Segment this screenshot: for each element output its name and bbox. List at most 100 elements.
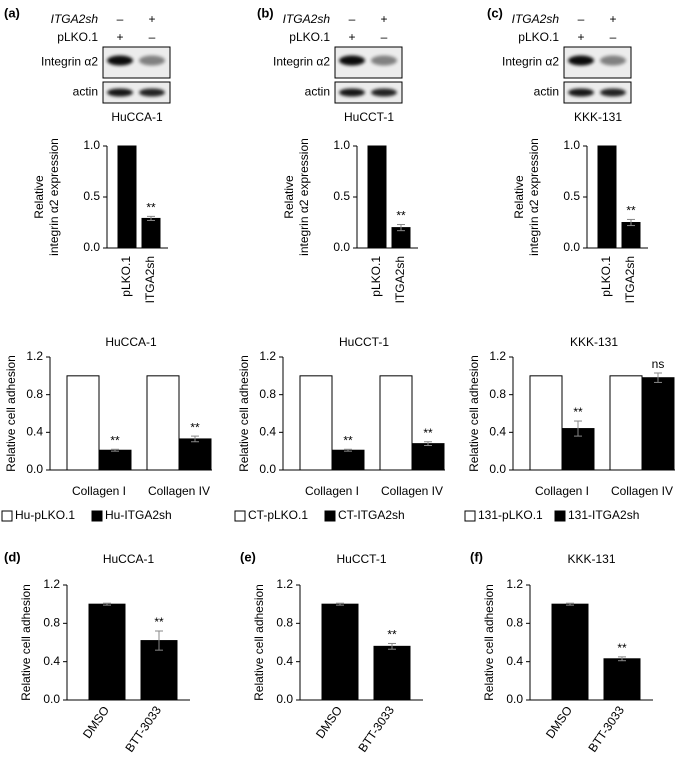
blot-row-label: ITGA2sh [512, 12, 560, 26]
blot-cell-line: KKK-131 [574, 110, 622, 124]
legend-label: CT-ITGA2sh [338, 508, 405, 522]
blot-lane-mark: – [610, 30, 617, 44]
blot-cell-line: HuCCA-1 [111, 110, 163, 124]
legend-label: Hu-ITGA2sh [105, 508, 172, 522]
y-tick-label: 0.0 [333, 240, 350, 254]
y-tick-label: 0.5 [83, 189, 100, 203]
chart-title: HuCCA-1 [103, 552, 155, 566]
bar [117, 145, 137, 249]
error-bar [424, 441, 432, 447]
y-tick-label: 0.4 [489, 425, 506, 439]
blot-band-label: actin [73, 85, 98, 99]
blot-band [339, 88, 365, 97]
legend-swatch [464, 510, 476, 522]
y-tick-label: 0.0 [43, 692, 60, 706]
annotation: ** [573, 405, 583, 419]
error-bar [111, 448, 119, 452]
x-tick-label: Collagen IV [381, 484, 443, 498]
error-bar [397, 224, 405, 232]
panel-label: (e) [240, 549, 256, 564]
blot-band [139, 88, 165, 97]
legend-swatch [1, 510, 13, 522]
error-bar [147, 215, 155, 221]
y-tick-label: 0.0 [506, 692, 523, 706]
x-tick-label: pLKO.1 [599, 256, 613, 297]
blot-lane-mark: – [381, 30, 388, 44]
y-tick-label: 0.0 [26, 462, 43, 476]
x-tick-label: ITGA2sh [393, 256, 407, 303]
bar [529, 375, 563, 471]
blot-row-label: ITGA2sh [51, 12, 99, 26]
blot-row-label: pLKO.1 [289, 30, 330, 44]
y-tick-label: 0.8 [259, 387, 276, 401]
error-bar [155, 630, 163, 651]
annotation: ** [190, 420, 200, 434]
blot-box [102, 81, 171, 104]
bar [641, 377, 675, 471]
blot-lane-mark: – [349, 12, 356, 26]
x-tick-label: BTT-3033 [122, 703, 164, 754]
blot-band [371, 88, 397, 97]
annotation: ** [146, 201, 156, 215]
error-bar [654, 372, 662, 383]
chart-title: HuCCT-1 [339, 335, 389, 349]
annotation: ** [343, 433, 353, 447]
blot-lane-mark: + [116, 30, 123, 44]
annotation: ** [617, 641, 627, 655]
blot-band [107, 55, 133, 66]
y-tick-label: 0.0 [259, 462, 276, 476]
bar [379, 375, 413, 471]
y-tick-label: 1.0 [563, 138, 580, 152]
legend-label: 131-ITGA2sh [568, 508, 639, 522]
blot-lane-mark: – [578, 12, 585, 26]
error-bar [618, 656, 626, 662]
blot-lane-mark: + [380, 12, 387, 26]
y-axis-label: Relative cell adhesion [252, 584, 266, 701]
bar [367, 145, 387, 249]
blot-cell-line: HuCCT-1 [344, 110, 394, 124]
blot-band-label: actin [305, 85, 330, 99]
error-bar [388, 642, 396, 650]
x-tick-label: Collagen I [72, 484, 126, 498]
error-bar [336, 602, 344, 606]
bar [609, 375, 643, 471]
y-axis-label: integrin α2 expression [47, 138, 61, 256]
bar [603, 658, 641, 701]
y-tick-label: 0.4 [276, 654, 293, 668]
chart-title: KKK-131 [567, 552, 615, 566]
x-tick-label: DMSO [313, 704, 345, 742]
blot-lane-mark: + [348, 30, 355, 44]
legend-label: CT-pLKO.1 [248, 508, 308, 522]
annotation: ** [387, 628, 397, 642]
blot-lane-mark: + [609, 12, 616, 26]
blot-box [563, 81, 632, 104]
error-bar [344, 448, 352, 452]
x-tick-label: ITGA2sh [623, 256, 637, 303]
panel-label: (b) [257, 5, 274, 20]
y-axis-label: Relative [282, 175, 296, 219]
blot-lane-mark: – [117, 12, 124, 26]
y-tick-label: 0.4 [506, 654, 523, 668]
bar [141, 217, 161, 249]
blot-band [600, 55, 626, 66]
error-bar [627, 218, 635, 227]
annotation: ns [652, 357, 665, 371]
y-tick-label: 0.0 [489, 462, 506, 476]
y-axis-label: Relative cell adhesion [19, 584, 33, 701]
y-tick-label: 1.2 [259, 349, 276, 363]
blot-box [334, 81, 403, 104]
y-axis-label: Relative cell adhesion [4, 355, 18, 472]
bar [597, 145, 617, 249]
legend-swatch [234, 510, 246, 522]
blot-band [339, 55, 365, 66]
bar [178, 438, 212, 471]
y-tick-label: 1.2 [506, 577, 523, 591]
bar [551, 603, 589, 701]
y-tick-label: 0.4 [43, 654, 60, 668]
y-tick-label: 0.8 [489, 387, 506, 401]
y-tick-label: 1.2 [276, 577, 293, 591]
bar [299, 375, 333, 471]
y-axis-label: Relative [32, 175, 46, 219]
blot-row-label: ITGA2sh [283, 12, 331, 26]
bar [621, 222, 641, 249]
